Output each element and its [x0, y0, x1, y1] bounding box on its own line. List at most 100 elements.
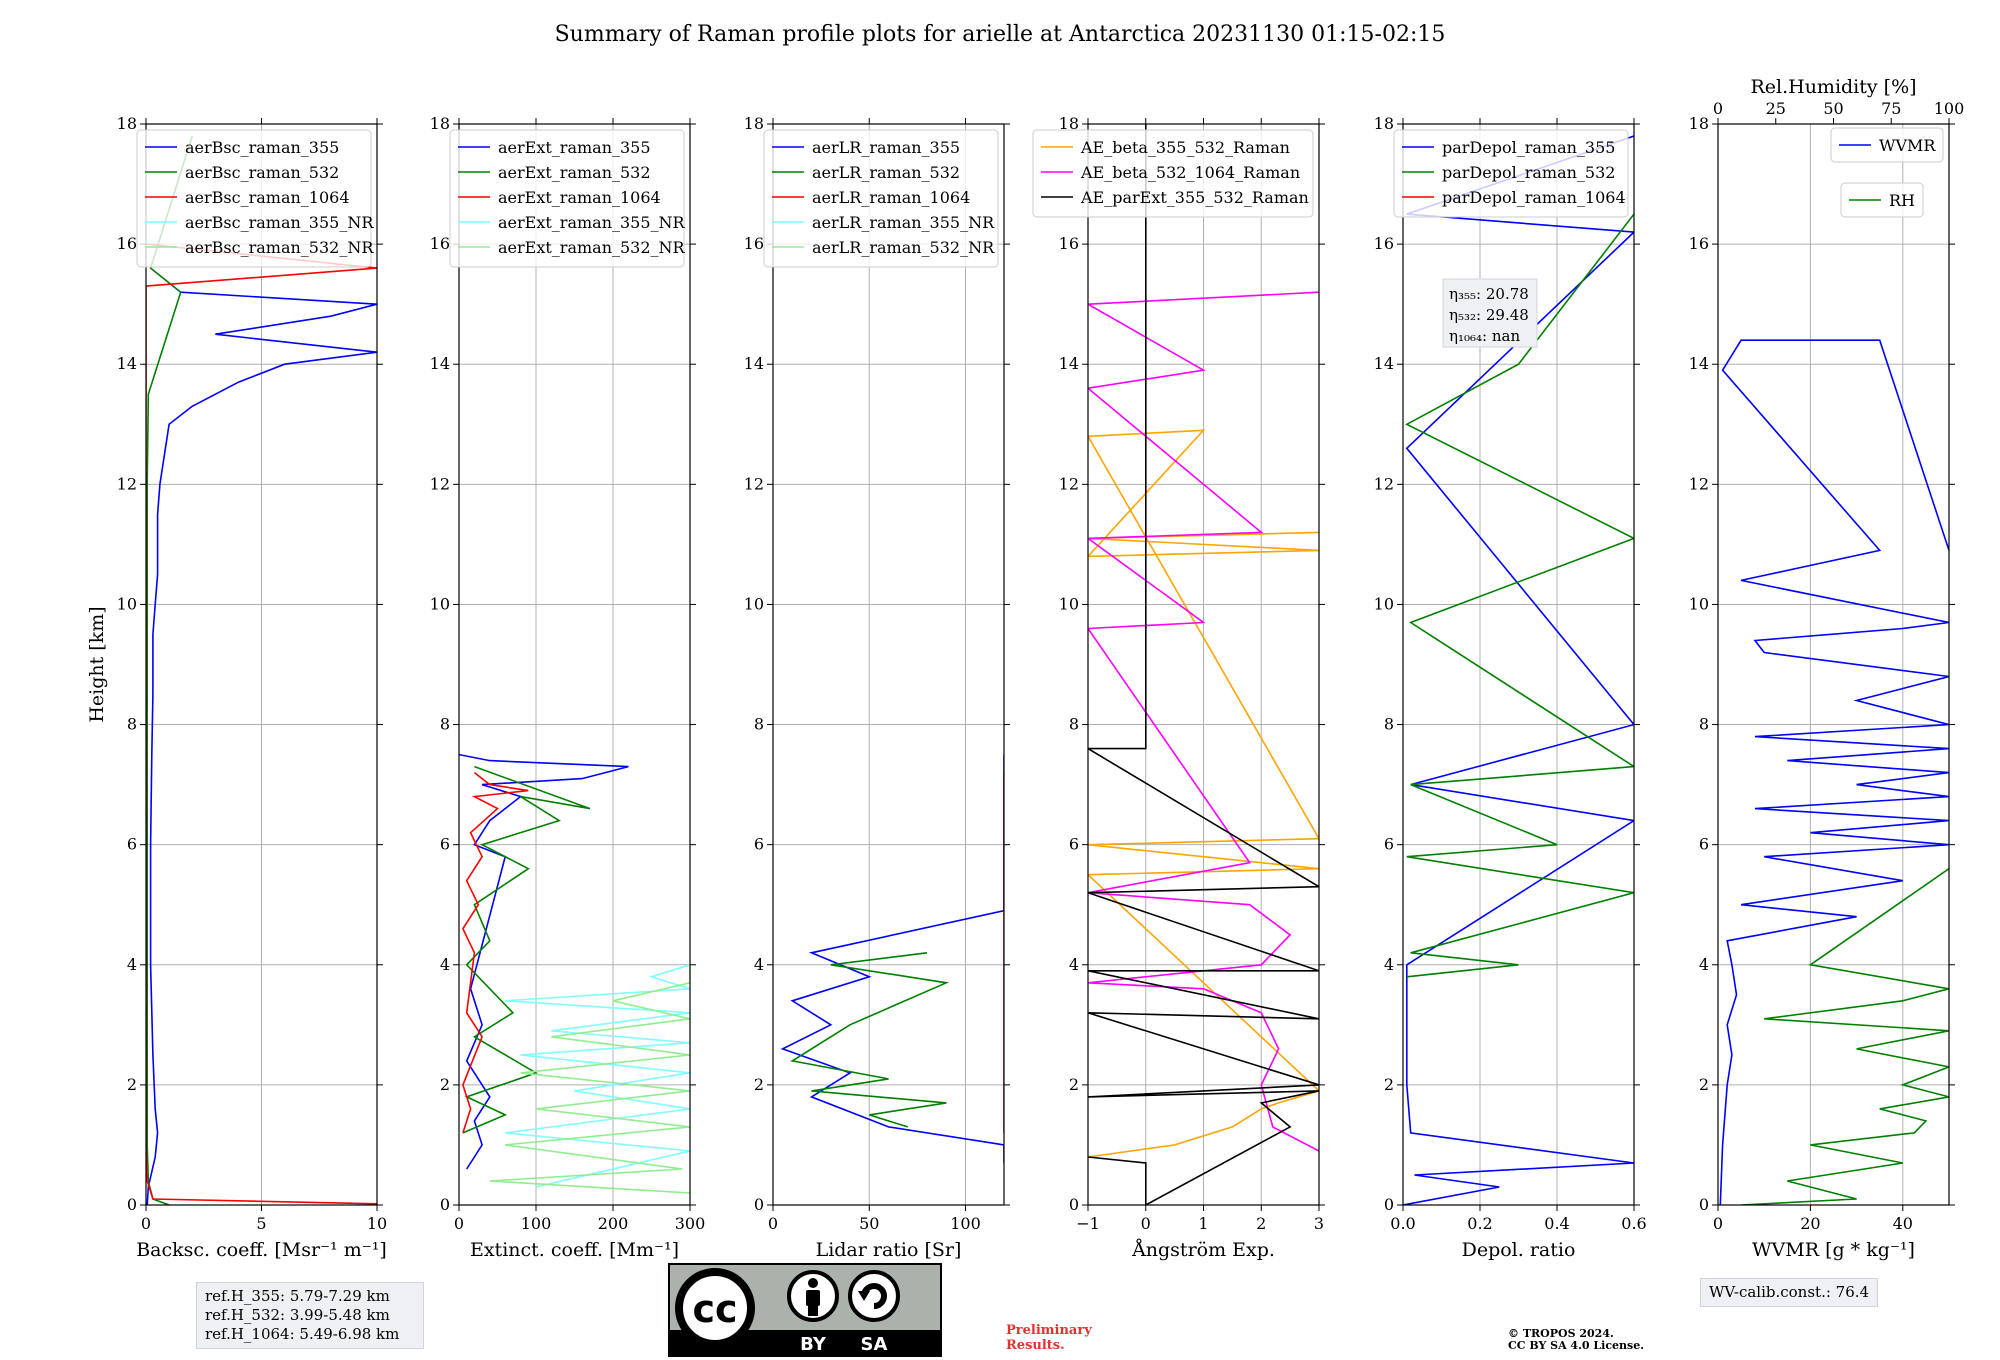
- series-line-aerBsc_raman_532: [146, 135, 193, 1205]
- legend-entry-aerLR_raman_355_NR: aerLR_raman_355_NR: [812, 213, 995, 232]
- y-tick-label: 14: [117, 354, 137, 373]
- y-tick-label: 14: [1059, 354, 1079, 373]
- y-tick-label: 6: [1069, 835, 1079, 854]
- legend-entry-aerExt_raman_532_NR: aerExt_raman_532_NR: [498, 238, 686, 257]
- legend-box: [763, 129, 999, 268]
- y-tick-label: 2: [754, 1075, 764, 1094]
- y-tick-label: 18: [744, 114, 764, 133]
- y-tick-label: 6: [1384, 835, 1394, 854]
- y-tick-label: 6: [127, 835, 137, 854]
- x-tick-label: 300: [675, 1214, 706, 1233]
- x-tick-label: 0: [1713, 1214, 1723, 1233]
- legend-entry-AE_beta_532_1064_Raman: AE_beta_532_1064_Raman: [1080, 163, 1300, 182]
- x-tick-label: 200: [598, 1214, 629, 1233]
- eta-annotation-box: [1442, 278, 1538, 348]
- y-tick-label: 4: [127, 955, 137, 974]
- y-tick-label: 2: [1699, 1075, 1709, 1094]
- x-tick-label: 0: [141, 1214, 151, 1233]
- axes-frame: [1402, 123, 1635, 1206]
- y-tick-label: 0: [754, 1195, 764, 1214]
- y-tick-label: 18: [1689, 114, 1709, 133]
- legend-entry-aerExt_raman_1064: aerExt_raman_1064: [498, 188, 661, 207]
- legend-entry-aerLR_raman_355: aerLR_raman_355: [812, 138, 960, 157]
- y-tick-label: 12: [1689, 474, 1709, 493]
- y-tick-label: 18: [1059, 114, 1079, 133]
- legend-box: [1393, 129, 1629, 218]
- sa-label: SA: [861, 1334, 888, 1355]
- y-tick-label: 0: [440, 1195, 450, 1214]
- reference-height-box: ref.H_355: 5.79-7.29 km ref.H_532: 3.99-…: [196, 1282, 424, 1349]
- x-tick-label: 0.4: [1544, 1214, 1569, 1233]
- legend-box: [1840, 182, 1924, 218]
- legend-entry-aerBsc_raman_532: aerBsc_raman_532: [185, 163, 339, 182]
- y-tick-label: 10: [117, 594, 137, 613]
- x-tick-label: 0.6: [1621, 1214, 1646, 1233]
- x-tick-label: 40: [1893, 1214, 1913, 1233]
- series-line-aerExt_raman_532_NR: [489, 964, 690, 1194]
- series-line-AE_beta_355_532_Raman: [1088, 429, 1319, 1158]
- tropos-line-1: © TROPOS 2024.: [1508, 1327, 1614, 1340]
- y-tick-label: 10: [744, 594, 764, 613]
- top-x-tick-label: 50: [1823, 99, 1843, 118]
- series-line-aerLR_raman_532: [790, 952, 950, 1128]
- y-tick-label: 16: [744, 234, 764, 253]
- x-axis-label: Ångström Exp.: [1131, 1239, 1275, 1261]
- eta-annotation-line: η₃₅₅: 20.78: [1449, 285, 1529, 303]
- top-x-tick-label: 75: [1881, 99, 1901, 118]
- y-tick-label: 16: [1374, 234, 1394, 253]
- legend-entry-parDepol_raman_1064: parDepol_raman_1064: [1442, 188, 1626, 207]
- series-line-parDepol_raman_355: [1403, 135, 1634, 1205]
- x-tick-label: 0.0: [1390, 1214, 1415, 1233]
- top-x-tick-label: 100: [1934, 99, 1965, 118]
- eta-annotation-line: η₁₀₆₄: nan: [1449, 327, 1520, 345]
- x-tick-label: 10: [367, 1214, 387, 1233]
- x-tick-label: 2: [1256, 1214, 1266, 1233]
- y-tick-label: 10: [1059, 594, 1079, 613]
- series-line-RH: [1741, 868, 1949, 1205]
- y-tick-label: 0: [127, 1195, 137, 1214]
- y-tick-label: 0: [1069, 1195, 1079, 1214]
- y-tick-label: 2: [440, 1075, 450, 1094]
- y-tick-label: 18: [1374, 114, 1394, 133]
- sa-share-icon: [848, 1270, 900, 1322]
- legend-entry-aerBsc_raman_1064: aerBsc_raman_1064: [185, 188, 350, 207]
- y-tick-label: 8: [1699, 715, 1709, 734]
- y-tick-label: 16: [430, 234, 450, 253]
- legend-box: [1830, 127, 1944, 163]
- y-tick-label: 12: [1059, 474, 1079, 493]
- top-axis-label: Rel.Humidity [%]: [1750, 76, 1916, 98]
- y-tick-label: 18: [117, 114, 137, 133]
- legend-entry-aerBsc_raman_355: aerBsc_raman_355: [185, 138, 339, 157]
- y-tick-label: 8: [754, 715, 764, 734]
- y-tick-label: 10: [430, 594, 450, 613]
- axes-frame: [458, 123, 691, 1206]
- ref-height-532: ref.H_532: 3.99-5.48 km: [205, 1306, 390, 1324]
- series-line-aerExt_raman_355: [459, 753, 629, 1170]
- legend-box: [136, 129, 372, 268]
- legend-entry-parDepol_raman_532: parDepol_raman_532: [1442, 163, 1615, 182]
- x-tick-label: 0: [454, 1214, 464, 1233]
- tropos-line-2: CC BY SA 4.0 License.: [1508, 1339, 1645, 1352]
- preliminary-results-note: Preliminary Results.: [1006, 1323, 1092, 1353]
- eta-annotation-line: η₅₃₂: 29.48: [1449, 306, 1529, 324]
- y-tick-label: 2: [127, 1075, 137, 1094]
- legend-entry-RH: RH: [1889, 191, 1915, 210]
- y-tick-label: 4: [440, 955, 450, 974]
- legend-entry-parDepol_raman_355: parDepol_raman_355: [1442, 138, 1615, 157]
- x-tick-label: 100: [521, 1214, 552, 1233]
- y-tick-label: 16: [117, 234, 137, 253]
- series-line-aerBsc_raman_1064: [146, 243, 377, 1205]
- top-x-tick-label: 25: [1766, 99, 1786, 118]
- preliminary-line-1: Preliminary: [1006, 1323, 1092, 1338]
- by-label: BY: [800, 1334, 827, 1355]
- x-tick-label: 1: [1198, 1214, 1208, 1233]
- y-tick-label: 2: [1384, 1075, 1394, 1094]
- series-line-aerExt_raman_532: [462, 765, 591, 1134]
- y-tick-label: 14: [1374, 354, 1394, 373]
- x-tick-label: 3: [1314, 1214, 1324, 1233]
- axes-frame: [772, 123, 1005, 1206]
- x-tick-label: 5: [256, 1214, 266, 1233]
- y-tick-label: 12: [430, 474, 450, 493]
- series-line-AE_beta_532_1064_Raman: [1088, 291, 1319, 1152]
